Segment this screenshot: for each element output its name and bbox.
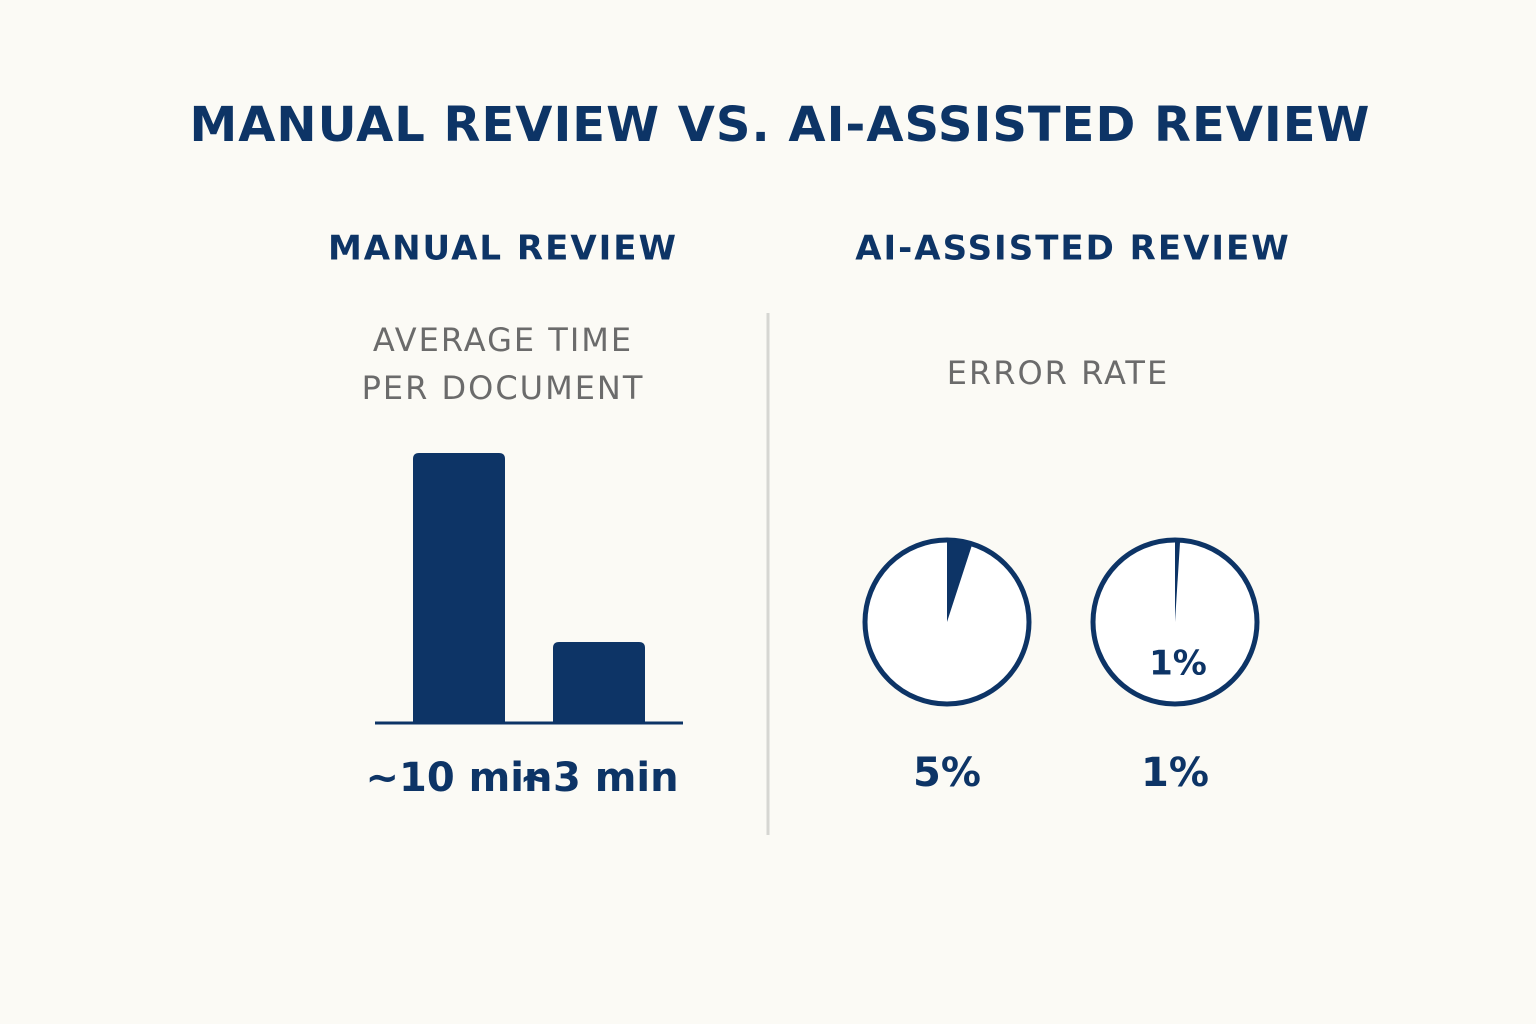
inner-label: 1%	[1149, 644, 1207, 684]
value-label: ~10 min	[366, 755, 553, 801]
section-title: AI-ASSISTED REVIEW	[855, 229, 1291, 269]
value-label: 1%	[1141, 750, 1209, 796]
bar	[413, 453, 505, 723]
value-label: ~3 min	[519, 755, 678, 801]
pie-wedge	[947, 540, 973, 622]
pie-wedge	[1175, 540, 1181, 622]
page-title: MANUAL REVIEW VS. AI-ASSISTED REVIEW	[190, 97, 1371, 153]
subtitle-box: AVERAGE TIME PER DOCUMENT	[361, 321, 645, 407]
chart-subtitle: ERROR RATE	[947, 354, 1169, 392]
section-title: MANUAL REVIEW	[328, 229, 678, 269]
chart-subtitle: AVERAGE TIME PER DOCUMENT	[361, 321, 645, 407]
bar	[553, 642, 645, 723]
value-label: 5%	[913, 750, 981, 796]
